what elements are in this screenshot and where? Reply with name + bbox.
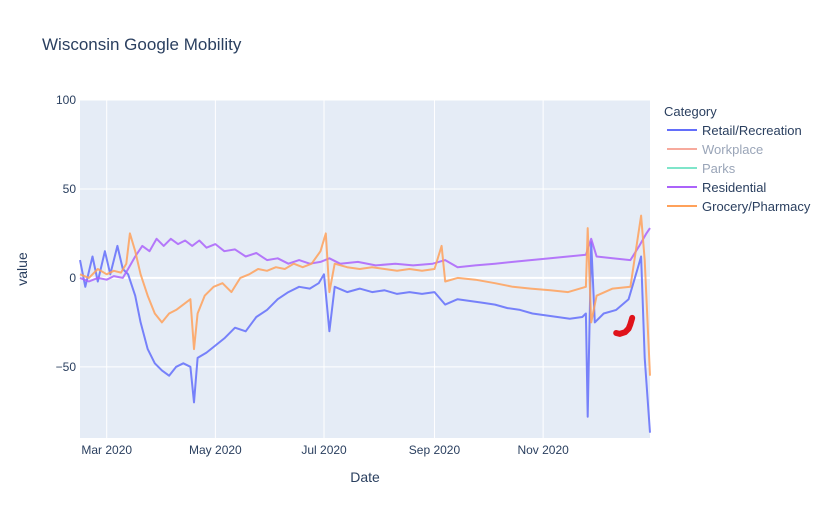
chart-title: Wisconsin Google Mobility	[42, 35, 242, 54]
series-layer	[79, 214, 651, 433]
x-axis-title: Date	[350, 469, 380, 485]
legend-item-workplace[interactable]: Workplace	[667, 142, 763, 157]
legend-item-grocery-pharmacy[interactable]: Grocery/Pharmacy	[667, 199, 811, 214]
x-tick-label: Nov 2020	[517, 443, 569, 457]
legend-item-parks[interactable]: Parks	[667, 161, 736, 176]
x-tick-label: Mar 2020	[81, 443, 132, 457]
x-tick-label: May 2020	[189, 443, 242, 457]
legend-title: Category	[664, 104, 717, 119]
legend: Category Retail/Recreation Workplace Parks…	[664, 104, 811, 214]
y-tick-label: 100	[56, 93, 76, 107]
legend-item-retail-recreation[interactable]: Retail/Recreation	[667, 123, 802, 138]
y-tick-label: 50	[63, 182, 77, 196]
x-tick-label: Sep 2020	[409, 443, 461, 457]
y-tick-label: −50	[56, 360, 77, 374]
y-axis-ticks: −50 0 50 100	[56, 93, 77, 374]
legend-label: Residential	[702, 180, 766, 195]
series-line-retail-recreation	[79, 241, 651, 433]
annotation-stroke	[613, 314, 636, 337]
x-tick-label: Jul 2020	[301, 443, 347, 457]
legend-label: Retail/Recreation	[702, 123, 802, 138]
y-axis-title: value	[14, 252, 30, 286]
legend-label: Parks	[702, 161, 736, 176]
y-tick-label: 0	[69, 271, 76, 285]
legend-label: Grocery/Pharmacy	[702, 199, 811, 214]
legend-item-residential[interactable]: Residential	[667, 180, 766, 195]
x-axis-ticks: Mar 2020 May 2020 Jul 2020 Sep 2020 Nov 2020	[81, 443, 569, 457]
legend-label: Workplace	[702, 142, 763, 157]
series-line-grocery-pharmacy	[79, 214, 651, 376]
series-line-residential	[79, 227, 651, 283]
annotation-layer	[613, 314, 636, 337]
